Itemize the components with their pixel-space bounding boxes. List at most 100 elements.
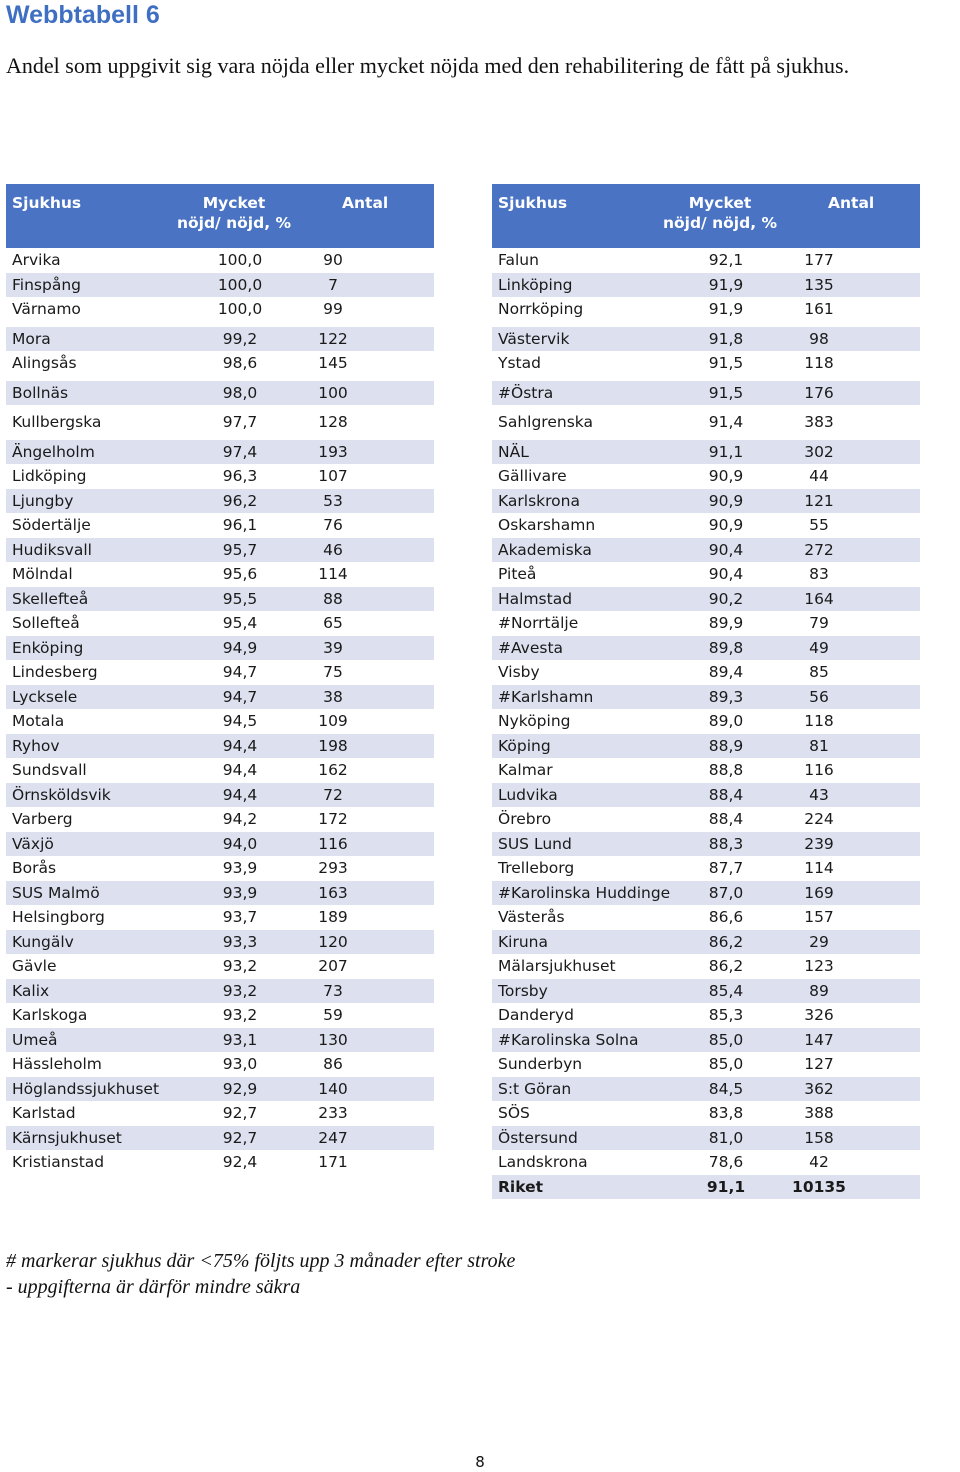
table-row: Varberg 94,2 172 — [6, 807, 434, 832]
satisfied-percent-cell: 95,6 — [222, 565, 258, 583]
table-row: Mora 99,2 122 — [6, 321, 434, 351]
hospital-name-cell: Finspång — [6, 272, 166, 297]
satisfied-percent-cell: 89,0 — [708, 712, 744, 730]
table-row: Visby 89,4 85 — [492, 660, 920, 685]
count-cell: 44 — [809, 467, 829, 485]
satisfied-percent-cell: 97,7 — [166, 405, 302, 437]
table-row: Umeå 93,1 130 — [6, 1027, 434, 1052]
hospital-name-cell: SUS Lund — [492, 831, 652, 856]
hospital-name-cell: Bollnäs — [6, 375, 166, 408]
satisfied-percent-cell: 92,7 — [222, 1104, 258, 1122]
hospital-name-cell: Halmstad — [492, 586, 652, 611]
count-cell: 176 — [788, 375, 920, 408]
satisfied-percent-cell: 88,8 — [708, 761, 744, 779]
hospital-name-cell: S:t Göran — [492, 1076, 652, 1101]
table-row: NÄL 91,1 302 — [492, 434, 920, 464]
hospital-name-cell: Örebro — [498, 810, 552, 828]
hospital-name-cell: Ängelholm — [6, 434, 166, 464]
table-row: Norrköping 91,9 161 — [492, 297, 920, 324]
hospital-name-cell: Kungälv — [6, 929, 166, 954]
table-row: Växjö 94,0 116 — [6, 831, 434, 856]
satisfied-percent-cell: 95,5 — [166, 586, 302, 611]
table-row: Södertälje 96,1 76 — [6, 513, 434, 538]
header-satisfied-line1: Mycket — [202, 194, 266, 212]
count-cell: 114 — [804, 859, 834, 877]
count-cell: 123 — [804, 957, 834, 975]
table-row: Östersund 81,0 158 — [492, 1125, 920, 1150]
hospital-name-cell: Växjö — [6, 831, 166, 856]
table-row: Torsby 85,4 89 — [492, 978, 920, 1003]
hospital-name-cell: Karlstad — [12, 1104, 76, 1122]
satisfied-percent-cell: 90,9 — [652, 488, 788, 513]
satisfied-percent-cell: 94,4 — [166, 782, 302, 807]
count-cell: 73 — [302, 978, 434, 1003]
hospital-name-cell: #Avesta — [492, 635, 652, 660]
satisfied-percent-cell: 92,1 — [708, 251, 744, 269]
count-cell: 383 — [788, 405, 920, 437]
count-cell: 46 — [302, 537, 434, 562]
count-cell: 118 — [804, 354, 834, 372]
satisfied-percent-cell: 85,0 — [708, 1055, 744, 1073]
count-cell: 161 — [804, 300, 834, 318]
count-cell: 116 — [302, 831, 434, 856]
hospital-name-cell: Visby — [498, 663, 540, 681]
satisfied-percent-cell: 88,3 — [652, 831, 788, 856]
hospital-name-cell: Gällivare — [498, 467, 567, 485]
hospital-name-cell: Lycksele — [6, 684, 166, 709]
table-row: Västervik 91,8 98 — [492, 321, 920, 351]
count-cell: 122 — [302, 321, 434, 351]
table-row: #Karolinska Solna 85,0 147 — [492, 1027, 920, 1052]
satisfied-percent-cell: 86,2 — [652, 929, 788, 954]
hospital-name-cell: Kalix — [6, 978, 166, 1003]
count-cell: 10135 — [788, 1174, 920, 1199]
table-row: Kalix 93,2 73 — [6, 978, 434, 1003]
hospital-name-cell: Höglandssjukhuset — [6, 1076, 166, 1101]
satisfied-percent-cell: 94,4 — [222, 761, 258, 779]
page-heading: Webbtabell 6 — [6, 1, 160, 29]
table-row: SUS Malmö 93,9 163 — [6, 880, 434, 905]
hospital-name-cell: Piteå — [498, 565, 537, 583]
hospital-name-cell: Västervik — [492, 321, 652, 351]
table-body-left: Arvika 100,0 90 Finspång 100,0 7 Värnamo 100,0 9… — [6, 248, 434, 1175]
satisfied-percent-cell: 88,9 — [652, 733, 788, 758]
table-row: Kalmar 88,8 116 — [492, 758, 920, 783]
table-row: Ängelholm 97,4 193 — [6, 434, 434, 464]
count-cell: 43 — [788, 782, 920, 807]
hospital-name-cell: Helsingborg — [12, 908, 105, 926]
table-row: Kungälv 93,3 120 — [6, 929, 434, 954]
count-cell: 247 — [302, 1125, 434, 1150]
hospital-name-cell: SÖS — [498, 1104, 530, 1122]
count-cell: 90 — [323, 251, 343, 269]
satisfied-percent-cell: 85,3 — [708, 1006, 744, 1024]
table-row: Kiruna 86,2 29 — [492, 929, 920, 954]
count-cell: 239 — [788, 831, 920, 856]
hospital-name-cell: Kalmar — [498, 761, 553, 779]
satisfied-percent-cell: 94,2 — [222, 810, 258, 828]
hospital-name-cell: Gävle — [12, 957, 57, 975]
table-row: Lycksele 94,7 38 — [6, 684, 434, 709]
table-row: SÖS 83,8 388 — [492, 1101, 920, 1126]
table-row: Nyköping 89,0 118 — [492, 709, 920, 734]
hospital-name-cell: Kiruna — [492, 929, 652, 954]
count-cell: 163 — [302, 880, 434, 905]
table-row: Skellefteå 95,5 88 — [6, 586, 434, 611]
hospital-name-cell: Mora — [6, 321, 166, 351]
satisfied-percent-cell: 90,4 — [708, 565, 744, 583]
satisfied-percent-cell: 93,9 — [222, 859, 258, 877]
satisfied-percent-cell: 86,2 — [708, 957, 744, 975]
hospital-name-cell: Kristianstad — [12, 1153, 105, 1171]
table-row: Ystad 91,5 118 — [492, 351, 920, 378]
satisfied-percent-cell: 84,5 — [652, 1076, 788, 1101]
count-cell: 72 — [302, 782, 434, 807]
table-row: Karlskrona 90,9 121 — [492, 488, 920, 513]
count-cell: 38 — [302, 684, 434, 709]
footnote: # markerar sjukhus där <75% följts upp 3… — [6, 1248, 515, 1300]
hospital-name-cell: Sunderbyn — [498, 1055, 583, 1073]
hospital-name-cell: Oskarshamn — [498, 516, 596, 534]
hospital-name-cell: Hudiksvall — [6, 537, 166, 562]
table-row: Halmstad 90,2 164 — [492, 586, 920, 611]
satisfied-percent-cell: 94,0 — [166, 831, 302, 856]
satisfied-percent-cell: 89,8 — [652, 635, 788, 660]
hospital-name-cell: Motala — [12, 712, 65, 730]
satisfied-percent-cell: 93,0 — [222, 1055, 258, 1073]
